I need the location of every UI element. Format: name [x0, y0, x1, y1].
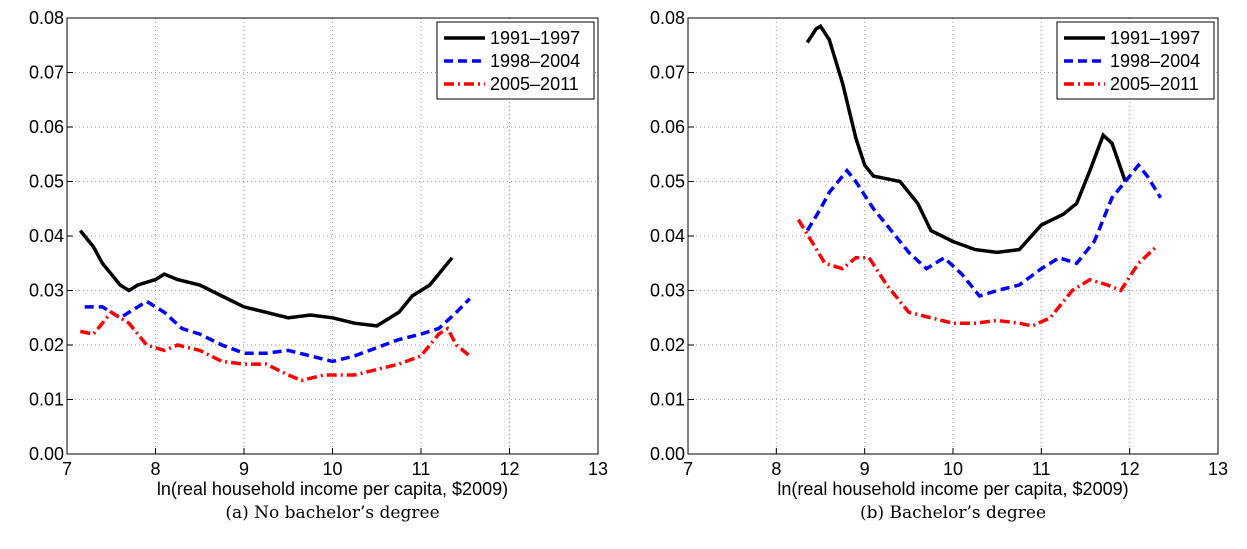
- y-tick-label: 0.03: [650, 281, 685, 301]
- axes-box: [687, 17, 1219, 455]
- y-tick-label: 0.02: [29, 335, 64, 355]
- y-tick-label: 0.05: [650, 172, 685, 192]
- legend-label: 1991–1997: [1110, 28, 1200, 48]
- line: [79, 310, 471, 383]
- legend-label: 1998–2004: [1110, 51, 1200, 71]
- y-tick-label: 0.01: [29, 390, 64, 410]
- x-tick-label: 7: [683, 459, 693, 479]
- y-tick-label: 0.06: [650, 117, 685, 137]
- legend-label: 1991–1997: [490, 28, 580, 48]
- x-axis-label: ln(real household income per capita, $20…: [777, 479, 1128, 499]
- x-tick-label: 8: [150, 459, 160, 479]
- x-tick-label: 13: [588, 459, 608, 479]
- x-tick-label: 12: [499, 459, 519, 479]
- legend-label: 1998–2004: [490, 51, 580, 71]
- x-tick-label: 12: [1120, 459, 1140, 479]
- y-tick-label: 0.08: [650, 8, 685, 28]
- y-tick-label: 0.03: [29, 281, 64, 301]
- y-tick-label: 0.08: [29, 8, 64, 28]
- x-tick-label: 9: [239, 459, 249, 479]
- line: [805, 23, 1127, 255]
- y-tick-label: 0.00: [29, 444, 64, 464]
- y-tick-label: 0.07: [650, 63, 685, 83]
- legend-label: 2005–2011: [1110, 74, 1199, 94]
- line: [78, 229, 454, 328]
- line: [84, 297, 471, 364]
- y-tick-label: 0.04: [650, 226, 685, 246]
- caption: (a) No bachelor’s degree: [225, 503, 439, 523]
- x-tick-label: 11: [412, 459, 431, 479]
- axes-box: [66, 17, 599, 455]
- caption: (b) Bachelor’s degree: [860, 503, 1046, 523]
- x-tick-label: 7: [62, 459, 72, 479]
- x-tick-label: 9: [860, 459, 870, 479]
- line: [805, 162, 1163, 299]
- y-tick-label: 0.02: [650, 335, 685, 355]
- y-tick-label: 0.04: [29, 226, 64, 246]
- y-tick-label: 0.00: [650, 444, 685, 464]
- x-tick-label: 13: [1208, 459, 1228, 479]
- x-tick-label: 10: [943, 459, 963, 479]
- x-tick-label: 10: [322, 459, 342, 479]
- x-tick-label: 11: [1032, 459, 1051, 479]
- line: [796, 218, 1158, 328]
- y-tick-label: 0.06: [29, 117, 64, 137]
- y-tick-label: 0.07: [29, 63, 64, 83]
- y-tick-label: 0.05: [29, 172, 64, 192]
- x-axis-label: ln(real household income per capita, $20…: [157, 479, 508, 499]
- y-tick-label: 0.01: [650, 390, 685, 410]
- x-tick-label: 8: [771, 459, 781, 479]
- legend-label: 2005–2011: [490, 74, 579, 94]
